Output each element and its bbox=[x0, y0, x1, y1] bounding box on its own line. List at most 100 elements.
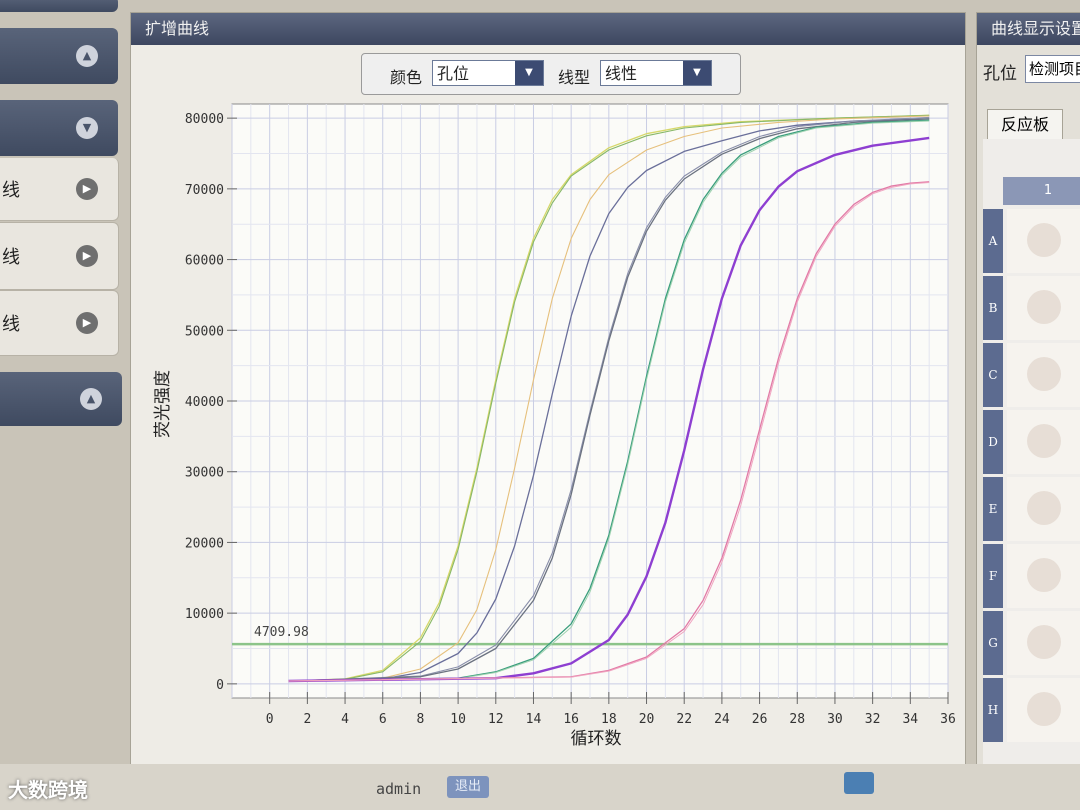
plate-well[interactable] bbox=[1007, 410, 1080, 474]
x-tick-label: 36 bbox=[940, 712, 956, 727]
axes: 0 2 4 6 8 10 12 14 16 18 20 22 24 26 28 30 32 34 360100002… bbox=[185, 112, 956, 727]
plate-row-label[interactable]: A bbox=[983, 209, 1003, 273]
plate-row-label[interactable]: D bbox=[983, 410, 1003, 474]
plate-well[interactable] bbox=[1007, 209, 1080, 273]
plate-well[interactable] bbox=[1007, 678, 1080, 742]
x-tick-label: 12 bbox=[488, 712, 504, 727]
x-axis-label: 循环数 bbox=[571, 729, 622, 749]
plate-row-label[interactable]: H bbox=[983, 678, 1003, 742]
play-icon[interactable]: ▶ bbox=[76, 178, 98, 200]
chevron-down-icon[interactable]: ▼ bbox=[515, 61, 543, 85]
x-tick-label: 28 bbox=[789, 712, 805, 727]
x-tick-label: 22 bbox=[676, 712, 692, 727]
linetype-label: 线型 bbox=[558, 68, 591, 87]
sidebar-item-2[interactable]: ▼ bbox=[0, 100, 118, 156]
sidebar-item-3[interactable]: 线 ▶ bbox=[0, 158, 119, 221]
panel-title: 扩增曲线 bbox=[131, 13, 965, 45]
plate-row-label[interactable]: G bbox=[983, 611, 1003, 675]
y-tick-label: 40000 bbox=[185, 395, 224, 410]
sidebar-item-1[interactable]: ▲ bbox=[0, 28, 118, 84]
series-line bbox=[288, 118, 930, 682]
x-tick-label: 2 bbox=[303, 712, 311, 727]
series-line bbox=[288, 120, 930, 682]
action-button[interactable] bbox=[844, 772, 874, 794]
y-tick-label: 0 bbox=[216, 678, 224, 693]
well-select[interactable]: 检测项目 bbox=[1025, 55, 1080, 83]
sidebar-item-4[interactable]: 线 ▶ bbox=[0, 222, 119, 290]
plate-well[interactable] bbox=[1007, 477, 1080, 541]
color-select-value: 孔位 bbox=[437, 64, 470, 83]
plate-row-label[interactable]: C bbox=[983, 343, 1003, 407]
plate-row-label[interactable]: F bbox=[983, 544, 1003, 608]
color-label: 颜色 bbox=[390, 68, 423, 87]
x-tick-label: 4 bbox=[341, 712, 349, 727]
chevron-down-icon[interactable]: ▼ bbox=[683, 61, 711, 85]
grid bbox=[231, 104, 949, 698]
play-icon[interactable]: ▶ bbox=[76, 245, 98, 267]
x-tick-label: 34 bbox=[902, 712, 918, 727]
well-circle bbox=[1027, 625, 1061, 659]
well-circle bbox=[1027, 491, 1061, 525]
y-tick-label: 80000 bbox=[185, 112, 224, 127]
watermark: 大数跨境 bbox=[8, 778, 88, 802]
logout-button[interactable]: 退出 bbox=[447, 776, 489, 798]
x-tick-label: 10 bbox=[450, 712, 466, 727]
well-circle bbox=[1027, 424, 1061, 458]
color-select[interactable]: 孔位 ▼ bbox=[432, 60, 544, 86]
plate-well[interactable] bbox=[1007, 544, 1080, 608]
well-circle bbox=[1027, 692, 1061, 726]
x-tick-label: 30 bbox=[827, 712, 843, 727]
linetype-select[interactable]: 线性 ▼ bbox=[600, 60, 712, 86]
x-tick-label: 8 bbox=[417, 712, 425, 727]
username: admin bbox=[376, 780, 422, 798]
plate-well[interactable] bbox=[1007, 343, 1080, 407]
tab-reaction-plate[interactable]: 反应板 bbox=[987, 109, 1063, 140]
chevron-up-icon[interactable]: ▲ bbox=[80, 388, 102, 410]
x-tick-label: 16 bbox=[563, 712, 579, 727]
x-tick-label: 18 bbox=[601, 712, 617, 727]
y-axis-label: 荧光强度 bbox=[153, 370, 173, 438]
x-tick-label: 14 bbox=[526, 712, 542, 727]
x-tick-label: 0 bbox=[266, 712, 274, 727]
y-tick-label: 10000 bbox=[185, 607, 224, 622]
plate-well[interactable] bbox=[1007, 611, 1080, 675]
x-tick-label: 32 bbox=[865, 712, 881, 727]
x-tick-label: 26 bbox=[752, 712, 768, 727]
series-group bbox=[288, 114, 930, 683]
threshold-label: 4709.98 bbox=[254, 625, 309, 640]
threshold: 4709.98 bbox=[232, 625, 948, 646]
well-circle bbox=[1027, 223, 1061, 257]
y-tick-label: 50000 bbox=[185, 324, 224, 339]
well-circle bbox=[1027, 357, 1061, 391]
sidebar-item-5[interactable]: 线 ▶ bbox=[0, 290, 119, 356]
y-tick-label: 20000 bbox=[185, 536, 224, 551]
chevron-up-icon[interactable]: ▲ bbox=[76, 45, 98, 67]
series-line bbox=[288, 116, 930, 682]
series-line bbox=[288, 136, 930, 683]
sidebar-item-0[interactable] bbox=[0, 0, 118, 12]
sidebar-item-label: 线 bbox=[2, 247, 20, 268]
plate-row-label[interactable]: B bbox=[983, 276, 1003, 340]
series-line bbox=[288, 119, 930, 682]
right-panel-title: 曲线显示设置 bbox=[977, 13, 1080, 45]
chevron-down-icon[interactable]: ▼ bbox=[76, 117, 98, 139]
well-label: 孔位 bbox=[983, 64, 1017, 84]
y-tick-label: 60000 bbox=[185, 254, 224, 269]
plate-column-header[interactable]: 1 bbox=[1003, 177, 1080, 205]
x-tick-label: 24 bbox=[714, 712, 730, 727]
sidebar-item-6[interactable]: ▲ bbox=[0, 372, 122, 426]
plate-row-label[interactable]: E bbox=[983, 477, 1003, 541]
y-tick-label: 30000 bbox=[185, 466, 224, 481]
sidebar-item-label: 线 bbox=[2, 314, 20, 335]
series-line bbox=[288, 114, 930, 682]
series-line bbox=[288, 182, 930, 682]
chart-toolbar: 颜色 孔位 ▼ 线型 线性 ▼ bbox=[361, 53, 741, 95]
x-tick-label: 20 bbox=[639, 712, 655, 727]
play-icon[interactable]: ▶ bbox=[76, 312, 98, 334]
plate-well[interactable] bbox=[1007, 276, 1080, 340]
series-line bbox=[288, 115, 930, 682]
series-line bbox=[288, 118, 930, 682]
well-circle bbox=[1027, 558, 1061, 592]
